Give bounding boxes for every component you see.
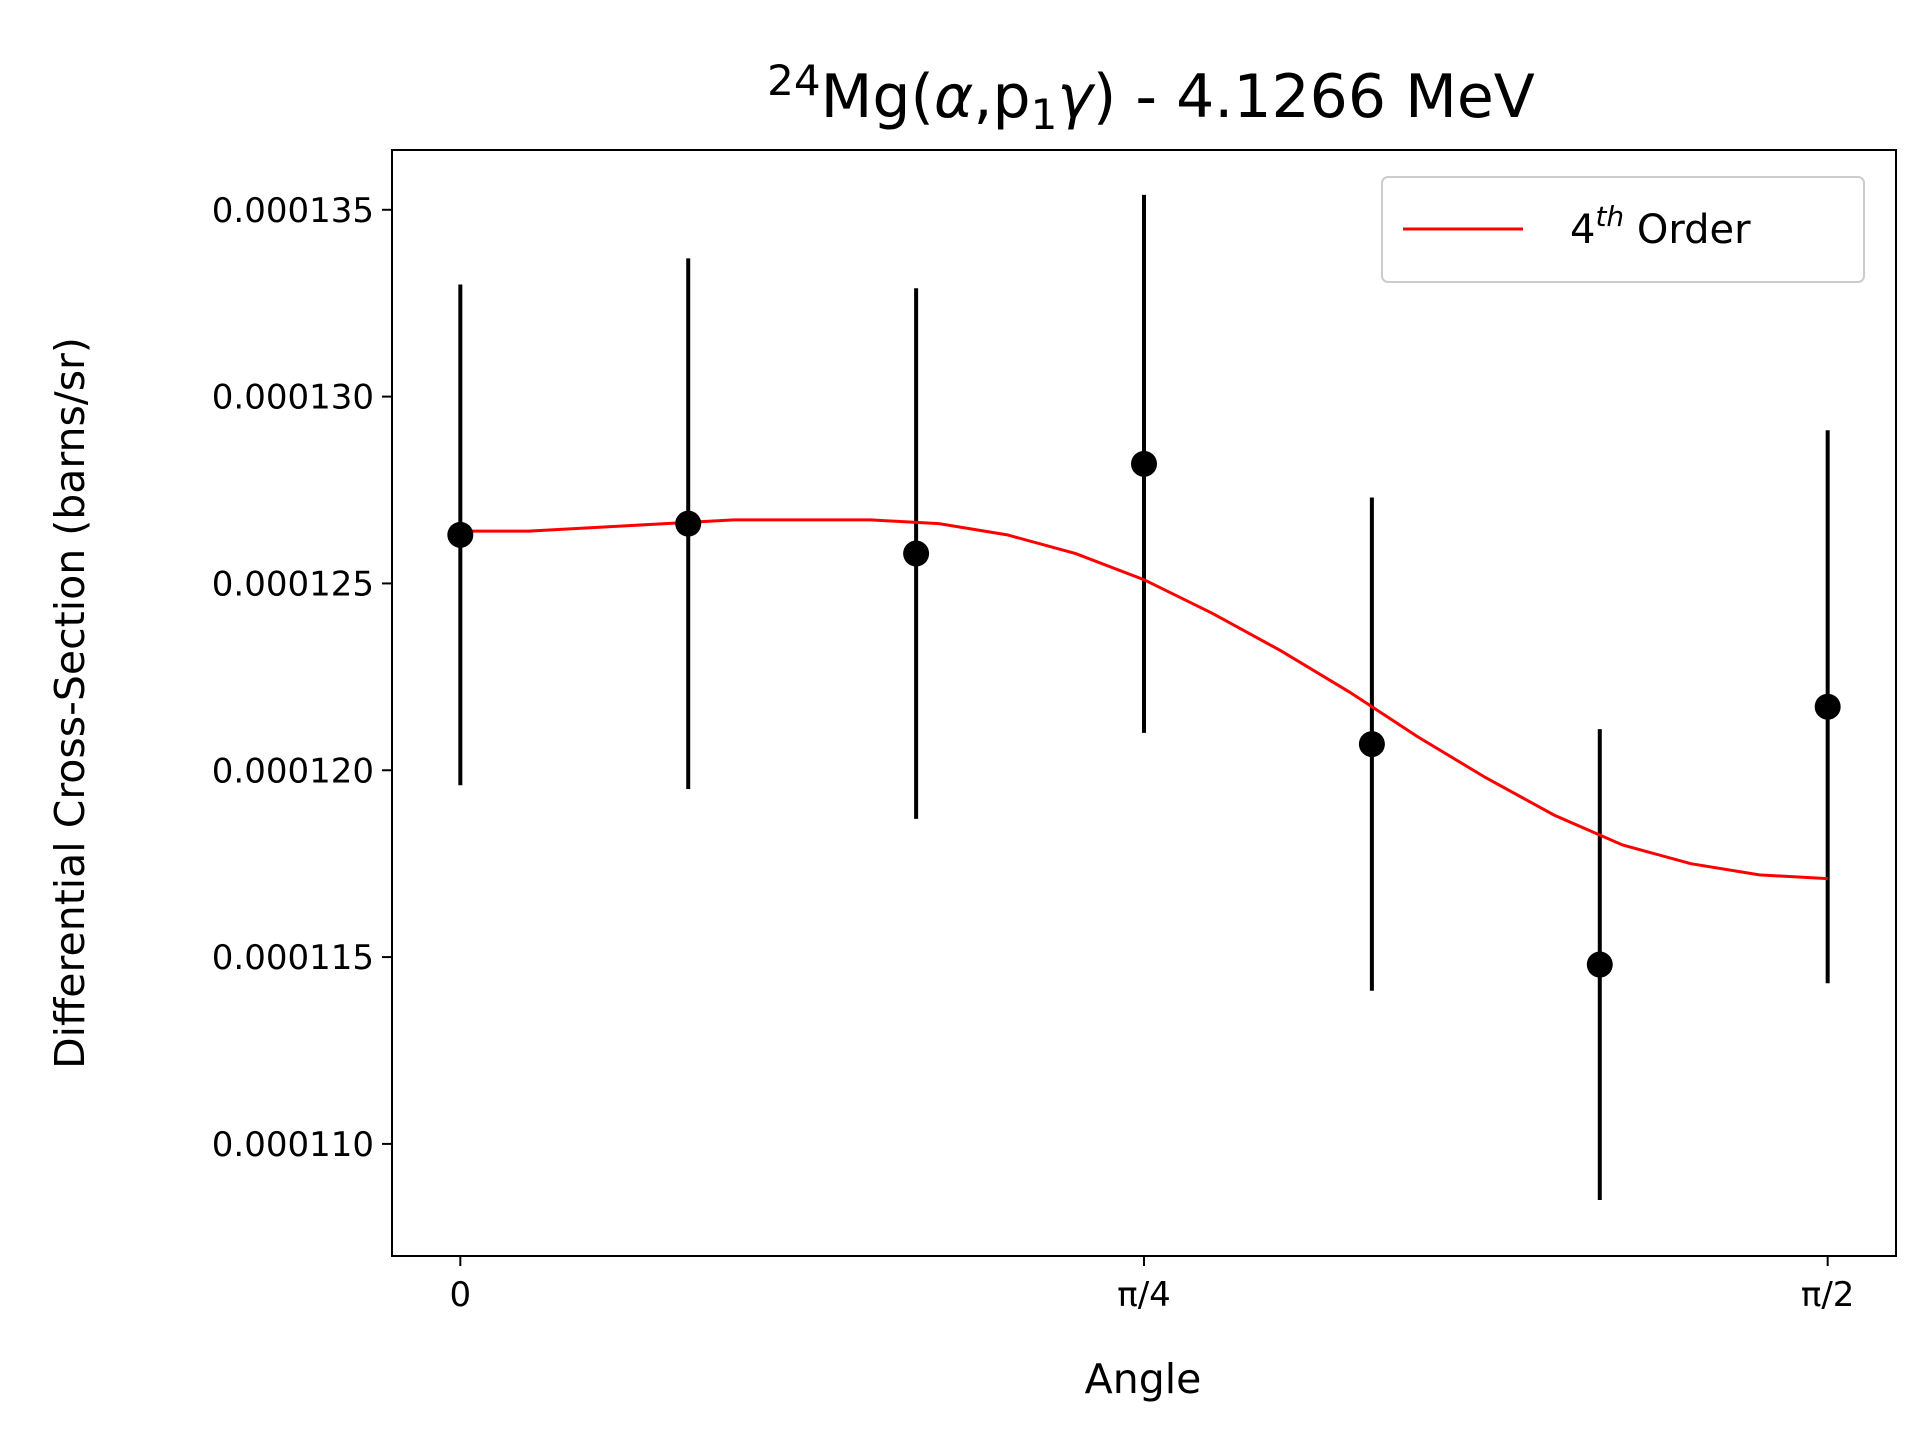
y-tick-label: 0.000135 (212, 191, 374, 231)
x-axis-label: Angle (1085, 1355, 1202, 1403)
title-alpha: α (934, 62, 974, 132)
y-tick-label: 0.000130 (212, 378, 374, 418)
title-comma: ,p (973, 62, 1030, 132)
y-tick-label: 0.000110 (212, 1125, 374, 1165)
y-axis-ticks: 0.000110 0.000115 0.000120 0.000125 0.000130… (212, 191, 392, 1165)
title-superscript: 24 (767, 56, 820, 105)
data-point (903, 540, 930, 567)
data-point (1814, 693, 1841, 720)
data-point (1358, 731, 1385, 758)
title-subscript: 1 (1031, 90, 1058, 139)
data-point (1586, 951, 1613, 978)
y-tick-label: 0.000125 (212, 564, 374, 604)
legend-label-base: 4 (1570, 207, 1595, 253)
title-gamma: γ (1057, 62, 1096, 132)
error-bars (458, 194, 1830, 1200)
data-point (1131, 450, 1157, 477)
x-axis-ticks: 0 π/4 π/2 (450, 1256, 1855, 1315)
legend-box (1381, 176, 1865, 283)
x-tick-label: π/4 (1117, 1275, 1171, 1315)
data-point (447, 521, 474, 548)
y-tick-label: 0.000115 (212, 938, 374, 978)
x-tick-label: π/2 (1801, 1275, 1855, 1315)
data-point (675, 510, 702, 537)
title-suffix: ) - 4.1266 MeV (1093, 62, 1535, 132)
legend-label-fit: 4th Order (1570, 200, 1751, 253)
x-tick-label: 0 (450, 1275, 472, 1315)
data-points (447, 450, 1841, 978)
chart-title: 24Mg(α,p1γ) - 4.1266 MeV (767, 56, 1535, 139)
legend-label-sup: th (1595, 200, 1624, 233)
title-main: Mg( (821, 62, 934, 132)
y-tick-label: 0.000120 (212, 751, 374, 791)
legend-label-rest: Order (1624, 207, 1751, 253)
y-axis-label: Differential Cross-Section (barns/sr) (46, 337, 94, 1069)
legend: 4th Order (1381, 176, 1865, 283)
